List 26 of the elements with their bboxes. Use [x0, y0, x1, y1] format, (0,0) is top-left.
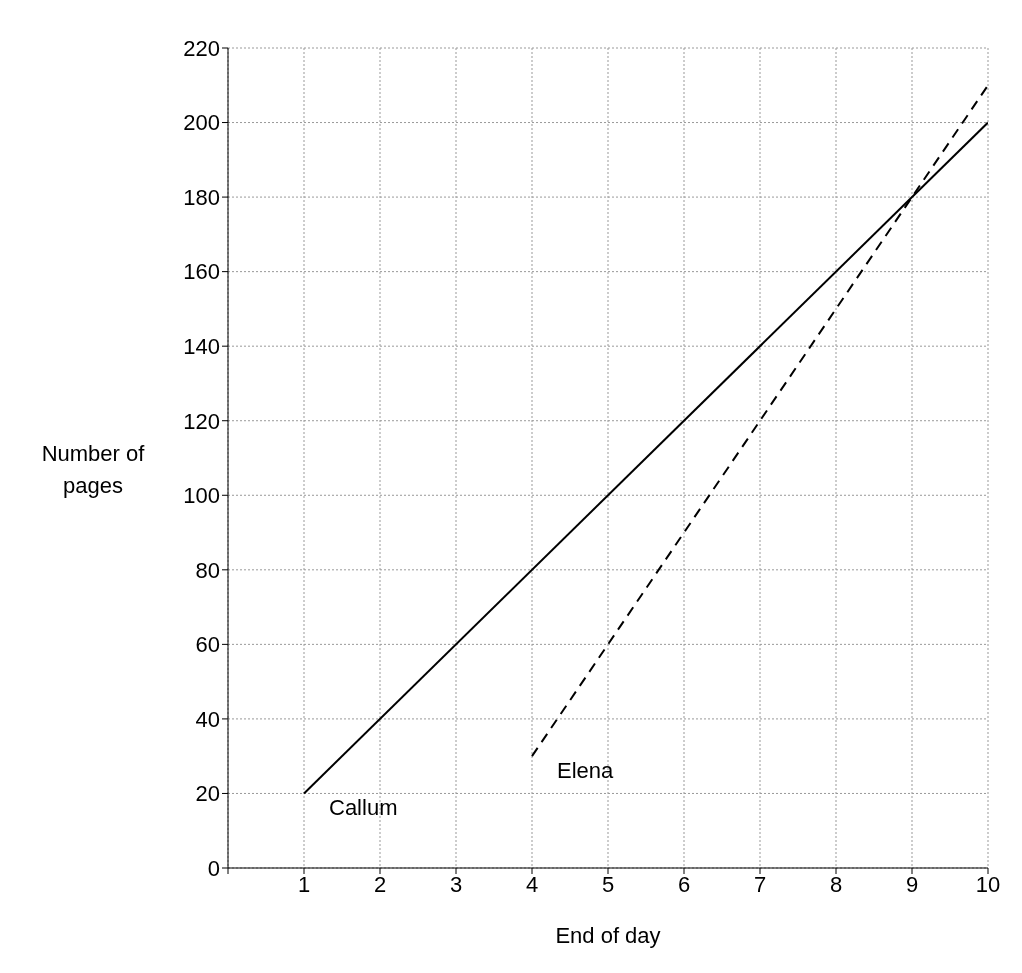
- y-tick-label: 80: [195, 557, 220, 583]
- x-tick-label: 10: [975, 871, 1001, 897]
- x-tick-label: 5: [601, 871, 615, 897]
- y-axis-title: Number of pages: [40, 440, 146, 500]
- y-tick-label: 160: [183, 259, 220, 285]
- y-tick-label: 0: [207, 855, 220, 881]
- x-tick-label: 2: [373, 871, 387, 897]
- x-tick-label: 3: [449, 871, 463, 897]
- y-tick-label: 140: [183, 333, 220, 359]
- x-tick-label: 1: [297, 871, 311, 897]
- y-tick-label: 60: [195, 632, 220, 658]
- series-label: Callum: [329, 795, 398, 821]
- series-label: Elena: [557, 758, 615, 784]
- x-tick-label: 7: [753, 871, 767, 897]
- y-tick-label: 40: [195, 706, 220, 732]
- y-tick-label: 120: [183, 408, 220, 434]
- x-tick-label: 4: [525, 871, 539, 897]
- x-axis-title: End of day: [555, 923, 661, 948]
- y-tick-label: 220: [183, 35, 220, 61]
- y-tick-label: 180: [183, 184, 220, 210]
- x-tick-label: 8: [829, 871, 843, 897]
- y-tick-label: 20: [195, 781, 220, 807]
- x-tick-label: 6: [677, 871, 691, 897]
- x-tick-label: 9: [905, 871, 919, 897]
- y-tick-label: 100: [183, 483, 220, 509]
- y-tick-label: 200: [183, 110, 220, 136]
